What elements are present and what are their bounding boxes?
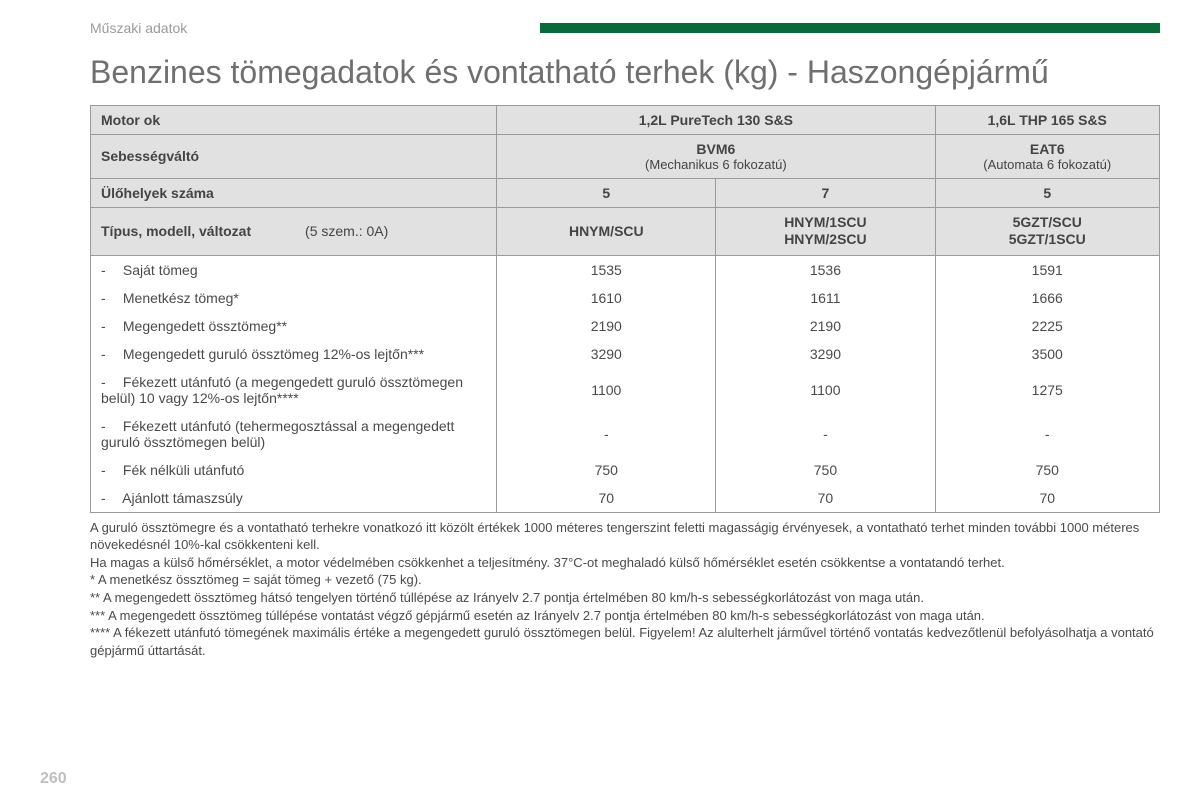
row-label: - Saját tömeg	[91, 255, 497, 284]
cell-value: 1591	[935, 255, 1160, 284]
footnote-line: **** A fékezett utánfutó tömegének maxim…	[90, 624, 1160, 659]
cell-value: 2225	[935, 312, 1160, 340]
table-row: - Megengedett guruló össztömeg 12%-os le…	[91, 340, 1160, 368]
cell-value: -	[497, 412, 716, 456]
cell-value: 1536	[716, 255, 935, 284]
table-header-seats: Ülőhelyek száma 5 7 5	[91, 178, 1160, 207]
cell-value: 1100	[716, 368, 935, 412]
row-label: - Megengedett össztömeg**	[91, 312, 497, 340]
type-3-l1: 5GZT/SCU	[1013, 214, 1082, 230]
th-motor-3: 1,6L THP 165 S&S	[935, 105, 1160, 134]
table-row: - Fék nélküli utánfutó750750750	[91, 456, 1160, 484]
table-header-gearbox: Sebességváltó BVM6 (Mechanikus 6 fokozat…	[91, 134, 1160, 178]
footnote-line: *** A megengedett össztömeg túllépése vo…	[90, 607, 1160, 625]
type-2-l2: HNYM/2SCU	[784, 231, 866, 247]
row-label: - Fékezett utánfutó (a megengedett gurul…	[91, 368, 497, 412]
cell-value: 750	[497, 456, 716, 484]
gearbox-12-main: BVM6	[696, 141, 735, 157]
cell-value: 3500	[935, 340, 1160, 368]
table-header-motor: Motor ok 1,2L PureTech 130 S&S 1,6L THP …	[91, 105, 1160, 134]
gearbox-12-sub: (Mechanikus 6 fokozatú)	[507, 157, 924, 172]
cell-value: 2190	[716, 312, 935, 340]
cell-value: 3290	[716, 340, 935, 368]
th-seats-label: Ülőhelyek száma	[91, 178, 497, 207]
footnote-line: * A menetkész össztömeg = saját tömeg + …	[90, 571, 1160, 589]
footnotes: A guruló össztömegre és a vontatható ter…	[90, 519, 1160, 659]
cell-value: -	[935, 412, 1160, 456]
th-type-label: Típus, modell, változat (5 szem.: 0A)	[91, 207, 497, 255]
th-type-2: HNYM/1SCU HNYM/2SCU	[716, 207, 935, 255]
row-label: - Megengedett guruló össztömeg 12%-os le…	[91, 340, 497, 368]
cell-value: 3290	[497, 340, 716, 368]
footnote-line: A guruló össztömegre és a vontatható ter…	[90, 519, 1160, 554]
cell-value: 1275	[935, 368, 1160, 412]
cell-value: 750	[716, 456, 935, 484]
table-row: - Fékezett utánfutó (tehermegosztással a…	[91, 412, 1160, 456]
cell-value: 1610	[497, 284, 716, 312]
cell-value: 2190	[497, 312, 716, 340]
gearbox-3-sub: (Automata 6 fokozatú)	[946, 157, 1150, 172]
section-label: Műszaki adatok	[90, 20, 187, 36]
page-title: Benzines tömegadatok és vontatható terhe…	[90, 54, 1160, 91]
page: Műszaki adatok Benzines tömegadatok és v…	[0, 0, 1200, 800]
th-gearbox-12: BVM6 (Mechanikus 6 fokozatú)	[497, 134, 935, 178]
type-3-l2: 5GZT/1SCU	[1009, 231, 1086, 247]
row-label: - Ajánlott támaszsúly	[91, 484, 497, 513]
row-label: - Fék nélküli utánfutó	[91, 456, 497, 484]
footnote-line: ** A megengedett össztömeg hátsó tengely…	[90, 589, 1160, 607]
th-motor-label: Motor ok	[91, 105, 497, 134]
table-row: - Fékezett utánfutó (a megengedett gurul…	[91, 368, 1160, 412]
cell-value: 1100	[497, 368, 716, 412]
gearbox-3-main: EAT6	[1030, 141, 1065, 157]
cell-value: 1611	[716, 284, 935, 312]
row-label: - Fékezett utánfutó (tehermegosztással a…	[91, 412, 497, 456]
table-row: - Ajánlott támaszsúly707070	[91, 484, 1160, 513]
header-row: Műszaki adatok	[90, 20, 1160, 36]
cell-value: 1666	[935, 284, 1160, 312]
table-row: - Saját tömeg153515361591	[91, 255, 1160, 284]
cell-value: 70	[716, 484, 935, 513]
th-motor-12: 1,2L PureTech 130 S&S	[497, 105, 935, 134]
cell-value: 1535	[497, 255, 716, 284]
th-seats-1: 5	[497, 178, 716, 207]
table-row: - Megengedett össztömeg**219021902225	[91, 312, 1160, 340]
th-type-3: 5GZT/SCU 5GZT/1SCU	[935, 207, 1160, 255]
cell-value: -	[716, 412, 935, 456]
accent-bar	[540, 23, 1160, 33]
cell-value: 750	[935, 456, 1160, 484]
row-label: - Menetkész tömeg*	[91, 284, 497, 312]
cell-value: 70	[935, 484, 1160, 513]
type-label-text: Típus, modell, változat	[101, 223, 251, 239]
spec-table: Motor ok 1,2L PureTech 130 S&S 1,6L THP …	[90, 105, 1160, 513]
table-header-type: Típus, modell, változat (5 szem.: 0A) HN…	[91, 207, 1160, 255]
th-gearbox-label: Sebességváltó	[91, 134, 497, 178]
cell-value: 70	[497, 484, 716, 513]
type-2-l1: HNYM/1SCU	[784, 214, 866, 230]
th-gearbox-3: EAT6 (Automata 6 fokozatú)	[935, 134, 1160, 178]
th-seats-2: 7	[716, 178, 935, 207]
footnote-line: Ha magas a külső hőmérséklet, a motor vé…	[90, 554, 1160, 572]
page-number: 260	[40, 770, 67, 788]
th-seats-3: 5	[935, 178, 1160, 207]
th-type-1: HNYM/SCU	[497, 207, 716, 255]
type-label-extra: (5 szem.: 0A)	[305, 223, 388, 239]
table-row: - Menetkész tömeg*161016111666	[91, 284, 1160, 312]
